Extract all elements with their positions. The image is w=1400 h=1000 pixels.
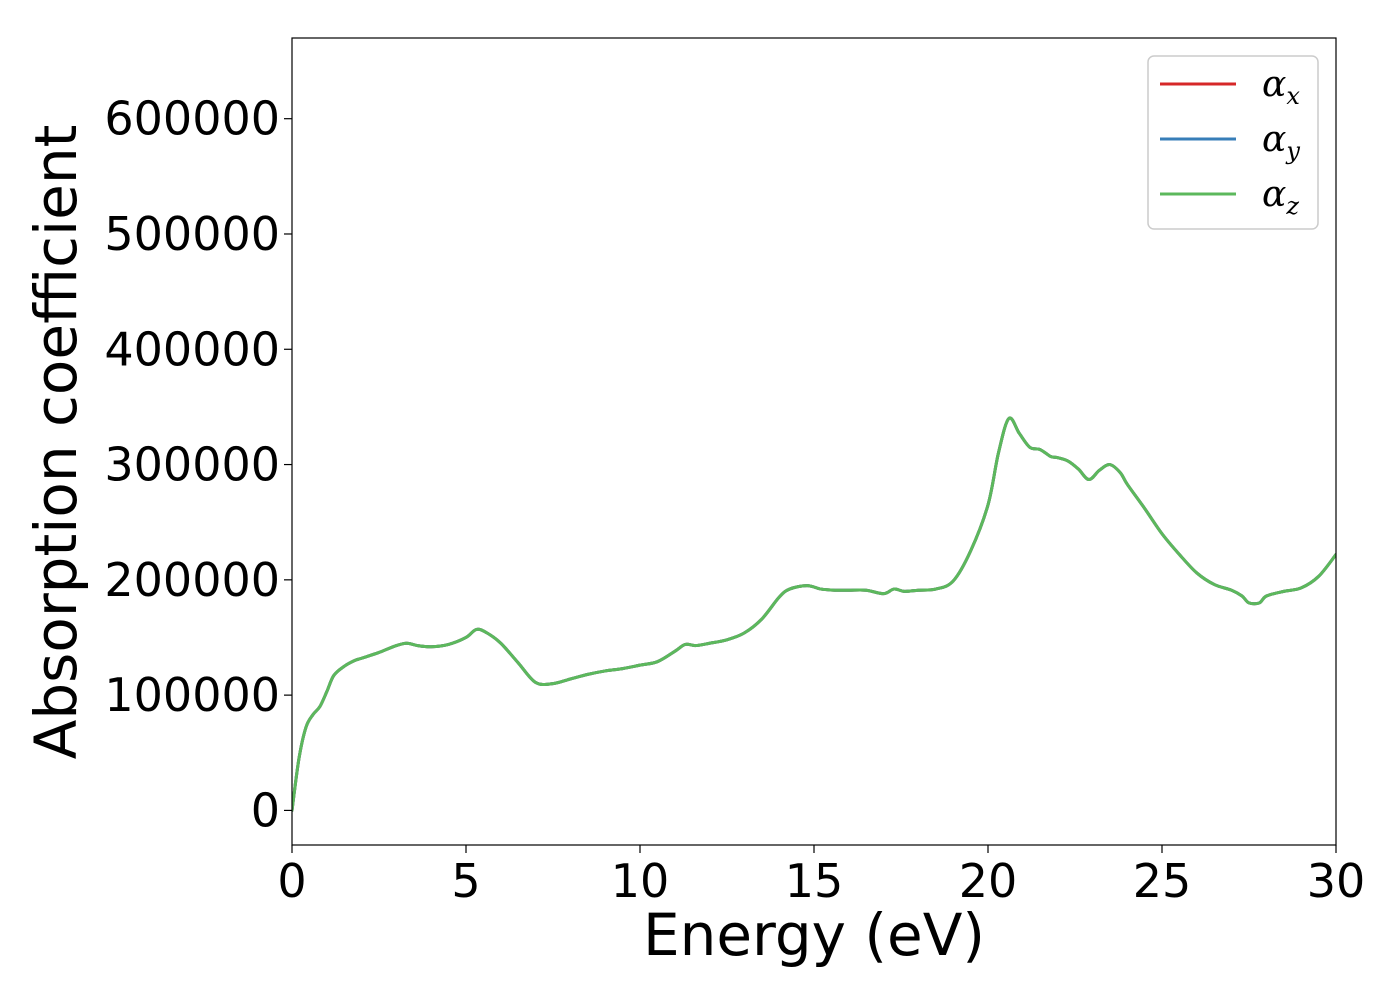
legend-label-z: αz bbox=[1262, 174, 1299, 220]
y-tick-label: 400000 bbox=[104, 322, 280, 376]
legend-label-sub: x bbox=[1286, 82, 1300, 110]
y-axis-title: Absorption coefficient bbox=[22, 125, 90, 760]
y-tick-label: 0 bbox=[251, 783, 280, 837]
legend-label-base: α bbox=[1262, 64, 1286, 105]
legend-box bbox=[1147, 55, 1319, 230]
x-tick-label: 25 bbox=[1133, 854, 1192, 908]
x-tick-label: 15 bbox=[785, 854, 844, 908]
legend-label-x: αx bbox=[1262, 64, 1300, 110]
x-axis: 0 5 10 15 20 25 30 bbox=[277, 845, 1365, 908]
x-tick-label: 5 bbox=[451, 854, 480, 908]
series-layer bbox=[292, 416, 1336, 812]
series-line-x bbox=[292, 416, 1336, 812]
legend-label-sub: z bbox=[1285, 192, 1299, 220]
series-line-z bbox=[292, 416, 1336, 812]
y-tick-label: 500000 bbox=[104, 207, 280, 261]
y-tick-label: 100000 bbox=[104, 668, 280, 722]
y-axis: 0 100000 200000 300000 400000 500000 600000 bbox=[104, 92, 292, 837]
series-line-y bbox=[292, 416, 1336, 812]
legend-label-y: αy bbox=[1262, 119, 1300, 165]
legend-label-base: α bbox=[1262, 174, 1286, 215]
legend-label-base: α bbox=[1262, 119, 1286, 160]
x-tick-label: 10 bbox=[611, 854, 670, 908]
legend-label-sub: y bbox=[1285, 137, 1300, 165]
y-tick-label: 600000 bbox=[104, 92, 280, 146]
x-tick-label: 0 bbox=[277, 854, 306, 908]
x-axis-title: Energy (eV) bbox=[643, 901, 985, 969]
x-tick-label: 30 bbox=[1307, 854, 1366, 908]
x-tick-label: 20 bbox=[959, 854, 1018, 908]
y-tick-label: 300000 bbox=[104, 438, 280, 492]
y-tick-label: 200000 bbox=[104, 553, 280, 607]
